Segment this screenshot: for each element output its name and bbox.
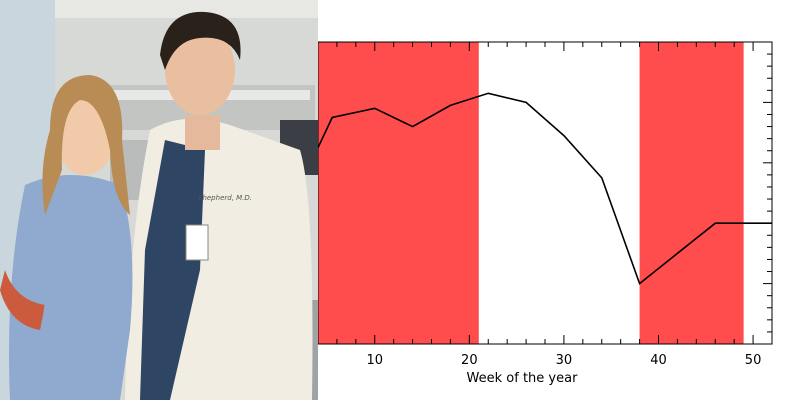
photo: Shepherd, M.D. xyxy=(0,0,318,400)
man-face xyxy=(165,25,235,115)
orange-sleeve xyxy=(0,270,45,330)
navy-scrubs xyxy=(140,140,205,400)
highlight-bands xyxy=(318,42,744,344)
blue-scrubs xyxy=(9,175,133,400)
highlight-band xyxy=(318,42,479,344)
highlight-band xyxy=(639,42,744,344)
coat-embroidery: Shepherd, M.D. xyxy=(198,194,252,202)
ceiling xyxy=(55,0,318,18)
id-badge xyxy=(185,224,209,261)
woman-hair xyxy=(42,75,130,215)
man-hair xyxy=(160,11,241,70)
neck xyxy=(185,115,220,150)
x-tick-label: 50 xyxy=(745,353,762,368)
folded-arm xyxy=(42,300,118,332)
chart-panel: 10 20 30 40 50 Week of the year xyxy=(317,0,800,400)
x-tick-label: 30 xyxy=(556,353,573,368)
x-tick-label: 40 xyxy=(650,353,667,368)
x-tick-label: 10 xyxy=(366,353,383,368)
x-axis-label: Week of the year xyxy=(467,371,579,386)
series-line xyxy=(317,92,772,285)
line-chart: 10 20 30 40 50 Week of the year xyxy=(317,41,773,386)
series-layer xyxy=(317,92,772,285)
x-tick-label: 20 xyxy=(461,353,478,368)
photo-illustration: Shepherd, M.D. xyxy=(0,0,318,400)
axes: 10 20 30 40 50 xyxy=(317,41,773,368)
